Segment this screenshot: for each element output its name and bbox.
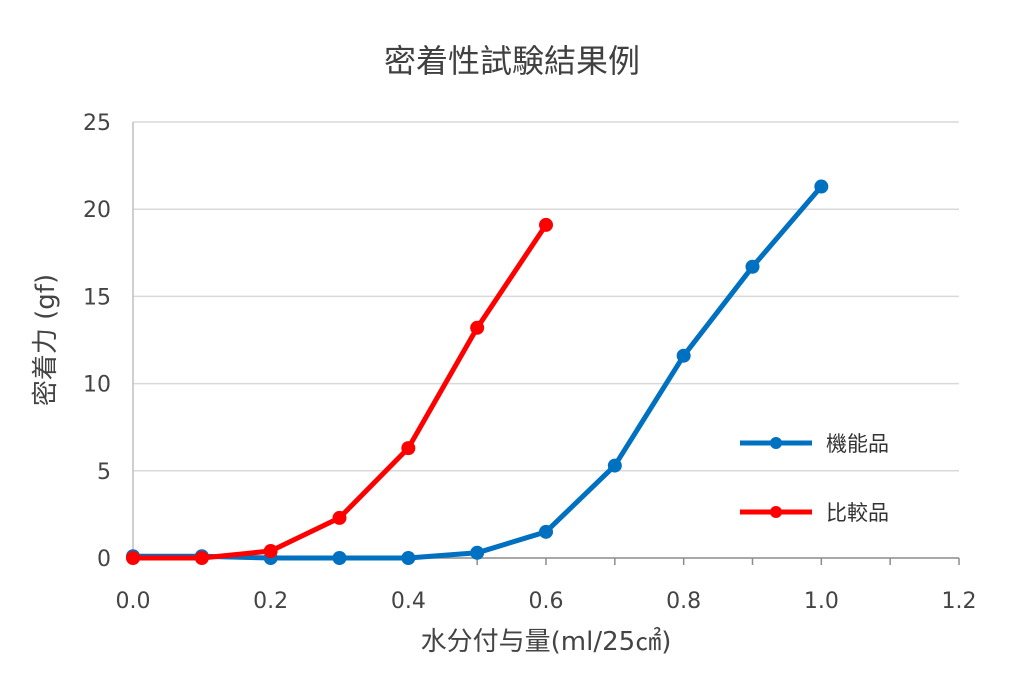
x-axis-title: 水分付与量(ml/25㎠) (421, 627, 672, 657)
data-point (539, 217, 553, 232)
data-point (126, 551, 140, 565)
series-lines (126, 179, 829, 565)
legend-marker-2 (770, 506, 782, 518)
tick-labels: 0 5 10 15 20 25 0.0 0.2 0.4 0.6 0.8 1.0 1.2 (83, 111, 977, 614)
y-tick-label: 20 (83, 198, 111, 223)
data-point (332, 510, 347, 525)
data-point (539, 524, 553, 539)
data-point (470, 320, 485, 335)
x-tick-label: 0.0 (116, 589, 151, 614)
chart-title: 密着性試験結果例 (384, 42, 640, 80)
y-tick-label: 0 (97, 547, 111, 572)
y-tick-label: 10 (83, 373, 111, 398)
data-point (263, 544, 278, 559)
data-point (194, 551, 209, 565)
data-point (814, 179, 829, 194)
x-tick-label: 1.0 (804, 589, 839, 614)
x-tick-label: 0.8 (666, 589, 701, 614)
axes (132, 122, 960, 565)
data-point (607, 458, 622, 473)
y-tick-label: 5 (97, 460, 111, 485)
y-tick-label: 15 (83, 285, 111, 310)
gridlines (133, 121, 959, 472)
data-point (470, 545, 485, 560)
data-point (745, 259, 760, 274)
data-point (401, 551, 416, 565)
legend-marker-1 (770, 437, 782, 449)
x-tick-label: 0.4 (391, 589, 426, 614)
data-point (676, 348, 691, 363)
legend-label-2: 比較品 (826, 501, 889, 525)
legend-label-1: 機能品 (826, 432, 889, 456)
x-tick-label: 0.2 (253, 589, 288, 614)
x-tick-label: 1.2 (942, 589, 977, 614)
series-line-1 (130, 184, 824, 561)
y-axis-title: 密着力 (gf) (31, 274, 61, 406)
x-tick-label: 0.6 (529, 589, 564, 614)
data-point (401, 441, 416, 456)
data-point (332, 551, 347, 565)
series-line-2 (130, 222, 549, 561)
y-tick-label: 25 (83, 111, 111, 136)
